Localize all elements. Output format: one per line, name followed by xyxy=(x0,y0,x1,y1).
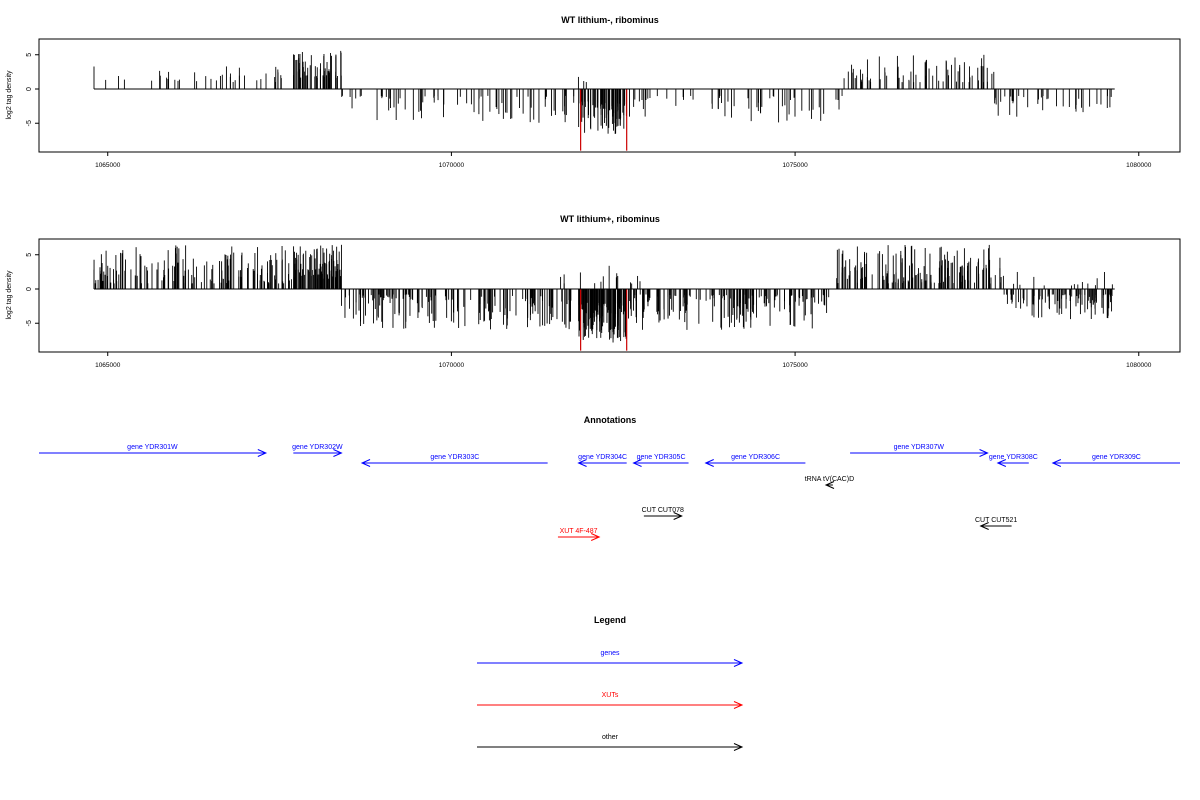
annotations-title: Annotations xyxy=(584,415,637,425)
chart-title: WT lithium-, ribominus xyxy=(561,15,659,25)
y-axis-label: log2 tag density xyxy=(6,270,13,320)
x-tick-label: 1065000 xyxy=(95,162,121,169)
chart-title: WT lithium+, ribominus xyxy=(560,214,660,224)
annotation-label: gene YDR308C xyxy=(989,454,1038,461)
annotation-label: gene YDR307W xyxy=(894,444,945,451)
plot-frame xyxy=(38,238,1181,353)
y-tick-label: 0 xyxy=(26,87,33,91)
annotation-label: CUT CUT078 xyxy=(642,507,684,514)
annotation-label: CUT CUT521 xyxy=(975,517,1017,524)
y-tick-label: -5 xyxy=(26,320,33,326)
x-tick-label: 1070000 xyxy=(439,362,465,369)
legend-items: genes XUTs other xyxy=(477,650,744,751)
annotation-label: gene YDR306C xyxy=(731,454,780,461)
annotation-features: gene YDR301W gene YDR302W gene YDR303C gene… xyxy=(39,444,1180,541)
legend-arrow xyxy=(477,701,744,709)
annotation-label: gene YDR303C xyxy=(430,454,479,461)
annotations-track: Annotations gene YDR301W gene YDR302Wgene… xyxy=(39,415,1180,541)
y-tick-label: 5 xyxy=(26,253,33,257)
annotation-arrow xyxy=(557,533,601,541)
annotation-arrow xyxy=(293,449,343,457)
legend-label: genes xyxy=(600,650,620,657)
y-axis-label: log2 tag density xyxy=(6,70,13,120)
bars xyxy=(93,50,1112,151)
annotation-label: gene YDR304C xyxy=(578,454,627,461)
y-tick-label: 5 xyxy=(26,53,33,57)
y-axis: 5 0 -5 xyxy=(26,253,39,326)
legend-title: Legend xyxy=(594,615,626,625)
annotation-arrow xyxy=(632,459,689,467)
annotation-label: gene YDR301W xyxy=(127,444,178,451)
y-tick-label: -5 xyxy=(26,120,33,126)
annotation-label: XUT 4F-487 xyxy=(560,528,598,535)
x-tick-label: 1065000 xyxy=(95,362,121,369)
legend-label: XUTs xyxy=(602,692,619,699)
annotation-label: gene YDR309C xyxy=(1092,454,1141,461)
annotation-arrow xyxy=(979,522,1012,530)
plot-frame xyxy=(38,38,1181,153)
legend-arrow xyxy=(477,743,744,751)
x-tick-label: 1075000 xyxy=(782,362,808,369)
x-tick-label: 1070000 xyxy=(439,162,465,169)
chart-panel-lithium-plus: WT lithium+, ribominus log2 tag density … xyxy=(6,214,1181,369)
x-axis: 1065000 1070000 1075000 1080000 xyxy=(95,152,1152,169)
y-axis: 5 0 -5 xyxy=(26,53,39,126)
legend-arrow xyxy=(477,659,744,667)
annotation-label: gene YDR302W xyxy=(292,444,343,451)
x-axis: 1065000 1070000 1075000 1080000 xyxy=(95,352,1152,369)
annotation-arrow xyxy=(850,449,989,457)
x-tick-label: 1080000 xyxy=(1126,362,1152,369)
x-tick-label: 1075000 xyxy=(782,162,808,169)
legend-label: other xyxy=(602,734,619,741)
annotation-label: tRNA tV(CAC)D xyxy=(805,476,854,483)
annotation-arrow xyxy=(39,449,268,457)
x-tick-label: 1080000 xyxy=(1126,162,1152,169)
annotation-arrow xyxy=(577,459,627,467)
bars xyxy=(93,244,1113,351)
annotation-arrow xyxy=(996,459,1029,467)
chart-panel-lithium-minus: WT lithium-, ribominus log2 tag density … xyxy=(6,15,1181,169)
annotation-label: gene YDR305C xyxy=(637,454,686,461)
annotation-arrow xyxy=(704,459,806,467)
annotation-arrow xyxy=(824,481,835,489)
legend: Legend genes XUTs other xyxy=(477,615,744,751)
annotation-arrow xyxy=(360,459,548,467)
y-tick-label: 0 xyxy=(26,287,33,291)
annotation-arrow xyxy=(643,512,683,520)
annotation-arrow xyxy=(1051,459,1180,467)
